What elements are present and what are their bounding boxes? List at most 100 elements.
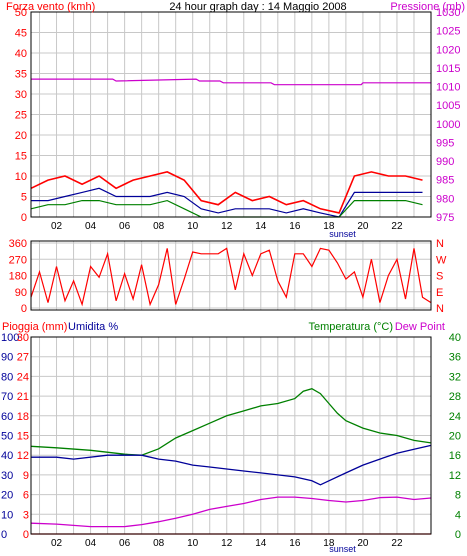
rain-tick-label: 27 xyxy=(17,352,29,364)
compass-label: N xyxy=(436,238,444,250)
temperature-tick-label: 28 xyxy=(449,391,461,403)
compass-label: S xyxy=(436,271,443,283)
x-tick-label: 18 xyxy=(323,538,335,549)
pressure-axis: 975 980 985 990 995 1000 1005 1010 1015 1020 1025 1… xyxy=(436,7,460,224)
series-line xyxy=(31,444,432,486)
wind-pressure-frame xyxy=(30,11,432,218)
x-tick-label: 20 xyxy=(357,538,369,549)
pressure-axis-label: Pressione (mb) xyxy=(390,1,465,13)
right-tick-label: 995 xyxy=(436,137,454,149)
temperature-tick-label: 16 xyxy=(449,450,461,462)
rain-axis: 0 3 6 9 12 15 18 21 24 27 30 xyxy=(17,332,29,541)
sunset-label-bottom: sunset xyxy=(329,544,356,554)
wind-direction-series xyxy=(30,247,432,307)
left-tick-label: 30 xyxy=(15,89,27,101)
wind-pressure-x-axis: 02 04 06 08 10 12 14 16 18 20 22 xyxy=(51,221,403,232)
series-line xyxy=(30,171,423,214)
right-tick-label: 980 xyxy=(436,193,454,205)
x-tick-label: 20 xyxy=(357,221,369,232)
rain-tick-label: 15 xyxy=(17,431,29,443)
humidity-axis: 0 10 20 30 40 50 60 70 80 90 100 xyxy=(1,332,19,541)
temperature-x-axis: 02 04 06 08 10 12 14 16 18 20 22 xyxy=(51,538,403,549)
x-tick-label: 16 xyxy=(289,221,301,232)
temperature-tick-label: 36 xyxy=(449,352,461,364)
x-tick-label: 08 xyxy=(153,538,165,549)
rain-tick-label: 12 xyxy=(17,450,29,462)
series-line xyxy=(31,78,431,86)
temperature-tick-label: 0 xyxy=(455,529,461,541)
x-tick-label: 22 xyxy=(391,538,403,549)
wind-direction-frame xyxy=(30,240,432,311)
left-tick-label: 45 xyxy=(15,28,27,40)
x-tick-label: 14 xyxy=(255,221,267,232)
humidity-axis-label: Umidita % xyxy=(68,321,118,333)
right-tick-label: 1010 xyxy=(436,82,460,94)
left-tick-label: 10 xyxy=(15,171,27,183)
series-line xyxy=(31,187,423,218)
x-tick-label: 02 xyxy=(51,221,63,232)
rain-axis-label: Pioggia (mm) xyxy=(2,321,67,333)
x-tick-label: 12 xyxy=(221,538,233,549)
x-tick-label: 18 xyxy=(323,221,335,232)
left-tick-label: 5 xyxy=(21,192,27,204)
rain-tick-label: 18 xyxy=(17,411,29,423)
right-tick-label: 1000 xyxy=(436,119,460,131)
left-tick-label: 15 xyxy=(15,151,27,163)
rain-tick-label: 24 xyxy=(17,371,29,383)
wind-speed-axis: 0 5 10 15 20 25 30 35 40 45 50 xyxy=(15,7,27,224)
right-tick-label: 1025 xyxy=(436,26,460,38)
series-line xyxy=(30,496,432,528)
humidity-tick-label: 20 xyxy=(1,490,13,502)
sunset-label-top: sunset xyxy=(329,229,356,239)
humidity-tick-label: 0 xyxy=(1,529,7,541)
temperature-tick-label: 40 xyxy=(449,332,461,344)
humidity-tick-label: 60 xyxy=(1,411,13,423)
humidity-tick-label: 40 xyxy=(1,450,13,462)
humidity-tick-label: 80 xyxy=(1,371,13,383)
left-tick-label: 25 xyxy=(15,110,27,122)
compass-label: E xyxy=(436,287,443,299)
temperature-tick-label: 32 xyxy=(449,371,461,383)
right-tick-label: 1030 xyxy=(436,7,460,19)
x-tick-label: 12 xyxy=(221,221,233,232)
left-tick-label: 20 xyxy=(15,130,27,142)
humidity-tick-label: 10 xyxy=(1,509,13,521)
compass-label: W xyxy=(436,254,447,266)
left-tick-label: 40 xyxy=(15,48,27,60)
humidity-tick-label: 30 xyxy=(1,470,13,482)
right-tick-label: 985 xyxy=(436,175,454,187)
temperature-tick-label: 20 xyxy=(449,431,461,443)
x-tick-label: 04 xyxy=(85,221,97,232)
temperature-axis: 0 4 8 12 16 20 24 28 32 36 40 xyxy=(449,332,461,541)
left-tick-label: 50 xyxy=(15,7,27,19)
humidity-tick-label: 100 xyxy=(1,332,19,344)
x-tick-label: 06 xyxy=(119,538,131,549)
right-tick-label: 1005 xyxy=(436,100,460,112)
compass-label: N xyxy=(436,303,444,315)
humidity-tick-label: 90 xyxy=(1,352,13,364)
x-tick-label: 06 xyxy=(119,221,131,232)
x-tick-label: 22 xyxy=(391,221,403,232)
left-tick-label: 270 xyxy=(9,254,27,266)
rain-tick-label: 0 xyxy=(23,529,29,541)
temperature-axis-label: Temperatura (°C) xyxy=(309,321,393,333)
right-tick-label: 975 xyxy=(436,212,454,224)
left-tick-label: 0 xyxy=(21,212,27,224)
chart-title: 24 hour graph day : 14 Maggio 2008 xyxy=(169,1,346,13)
x-tick-label: 14 xyxy=(255,538,267,549)
rain-tick-label: 21 xyxy=(17,391,29,403)
dew-point-axis-label: Dew Point xyxy=(395,321,445,333)
temperature-tick-label: 4 xyxy=(455,509,461,521)
temperature-tick-label: 8 xyxy=(455,490,461,502)
temperature-tick-label: 24 xyxy=(449,411,461,423)
wind-pressure-grid xyxy=(31,11,431,218)
wind-speed-axis-label: Forza vento (kmh) xyxy=(6,1,95,13)
left-tick-label: 180 xyxy=(9,271,27,283)
rain-tick-label: 9 xyxy=(23,470,29,482)
x-tick-label: 16 xyxy=(289,538,301,549)
